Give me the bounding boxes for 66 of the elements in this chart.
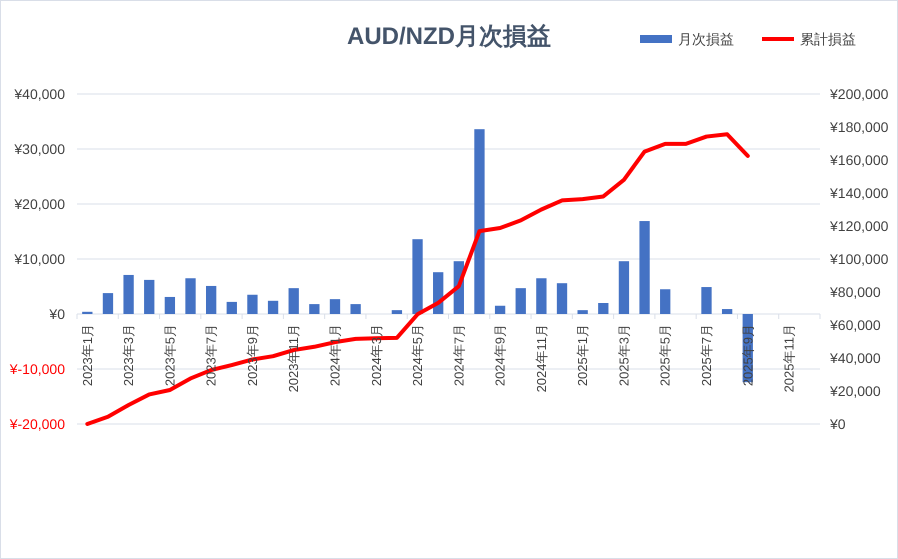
y2-tick-label: ¥160,000 xyxy=(829,152,889,168)
y2-tick-label: ¥180,000 xyxy=(829,119,889,135)
bar xyxy=(536,278,547,314)
bar xyxy=(123,274,134,314)
bar xyxy=(660,289,670,314)
x-tick-label: 2024年11月 xyxy=(534,324,549,392)
y2-tick-label: ¥120,000 xyxy=(829,218,889,234)
bar xyxy=(516,288,526,314)
bar xyxy=(577,310,588,314)
bar xyxy=(102,293,114,314)
y-tick-label: ¥0 xyxy=(48,306,66,322)
y2-tick-label: ¥20,000 xyxy=(829,383,881,399)
x-tick-label: 2024年9月 xyxy=(492,324,508,386)
x-tick-label: 2024年7月 xyxy=(451,324,466,386)
y2-tick-label: ¥80,000 xyxy=(829,284,881,300)
x-tick-label: 2025年3月 xyxy=(616,324,632,386)
y-tick-label: ¥10,000 xyxy=(13,251,66,267)
x-tick-label: 2023年3月 xyxy=(121,324,136,386)
x-tick-label: 2023年7月 xyxy=(204,324,219,386)
bar xyxy=(618,261,630,314)
legend-label: 月次損益 xyxy=(678,31,734,47)
bar xyxy=(268,300,278,314)
chart-title: AUD/NZD月次損益 xyxy=(347,23,551,50)
bar xyxy=(494,306,506,314)
bar xyxy=(412,239,423,314)
x-tick-label: 2023年5月 xyxy=(162,324,178,386)
y-tick-label: ¥-20,000 xyxy=(8,416,66,432)
y2-tick-label: ¥200,000 xyxy=(829,86,889,102)
bar xyxy=(144,280,154,314)
y2-tick-label: ¥100,000 xyxy=(829,251,889,267)
bar xyxy=(185,278,196,314)
x-tick-label: 2024年1月 xyxy=(327,324,342,386)
bar xyxy=(226,302,237,314)
x-tick-label: 2025年11月 xyxy=(782,324,797,392)
x-tick-label: 2025年1月 xyxy=(575,324,590,386)
x-tick-label: 2024年3月 xyxy=(368,324,384,386)
x-tick-label: 2024年5月 xyxy=(410,324,426,386)
bar xyxy=(639,221,650,314)
y2-tick-label: ¥60,000 xyxy=(829,317,881,333)
bar xyxy=(474,129,485,314)
y-tick-label: ¥-10,000 xyxy=(8,361,66,377)
legend-label: 累計損益 xyxy=(800,31,856,47)
bar xyxy=(164,296,176,314)
bar xyxy=(330,299,340,314)
bar xyxy=(392,310,402,314)
bar xyxy=(598,303,608,314)
bar xyxy=(350,304,361,314)
x-tick-label: 2025年9月 xyxy=(740,324,756,386)
x-tick-label: 2025年5月 xyxy=(658,324,673,386)
x-tick-label: 2025年7月 xyxy=(698,324,714,386)
y2-tick-label: ¥0 xyxy=(829,416,846,432)
y-tick-label: ¥40,000 xyxy=(13,86,66,102)
bar xyxy=(722,309,732,314)
y-tick-label: ¥30,000 xyxy=(13,141,66,157)
y2-tick-label: ¥140,000 xyxy=(829,185,889,201)
x-tick-label: 2023年11月 xyxy=(286,324,302,392)
bar xyxy=(247,294,258,314)
y-tick-label: ¥20,000 xyxy=(13,196,66,212)
bar xyxy=(288,288,299,314)
x-tick-label: 2023年1月 xyxy=(80,324,95,386)
bar xyxy=(701,287,712,314)
x-tick-label: 2023年9月 xyxy=(244,324,260,386)
bar xyxy=(309,304,320,314)
bar xyxy=(556,283,568,314)
bar xyxy=(206,286,216,314)
y2-tick-label: ¥40,000 xyxy=(829,350,881,366)
